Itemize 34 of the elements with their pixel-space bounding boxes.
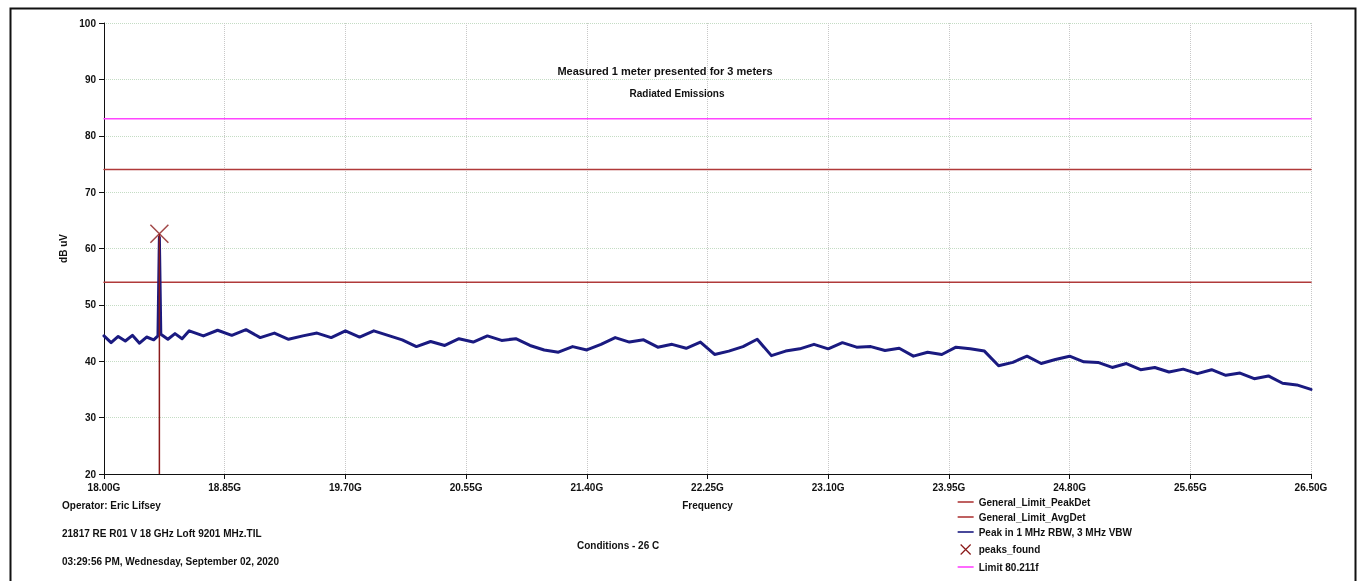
text: 21817 RE R01 V 18 GHz Loft 9201 MHz.TIL	[62, 527, 262, 539]
y-tick-label: 70	[84, 186, 97, 198]
legend-label: General_Limit_AvgDet	[978, 511, 1087, 523]
x-tick-label: 20.55G	[449, 481, 483, 493]
x-tick-label: 26.50G	[1294, 481, 1328, 493]
legend-label: Limit 80.211f	[978, 561, 1040, 573]
x-tick-label: 22.25G	[691, 481, 725, 493]
text: Measured 1 meter presented for 3 meters	[557, 64, 773, 77]
text: Radiated Emissions	[629, 87, 725, 99]
text: Conditions - 26 C	[577, 539, 660, 551]
text: Operator: Eric Lifsey	[62, 499, 162, 511]
y-tick-label: 50	[84, 299, 97, 311]
x-tick-label: 18.85G	[208, 481, 242, 493]
x-tick-label: 25.65G	[1173, 481, 1207, 493]
x-tick-label: 19.70G	[328, 481, 363, 493]
legend-label: General_Limit_PeakDet	[978, 496, 1092, 508]
x-tick-label: 21.40G	[570, 481, 604, 493]
x-tick-label: 23.95G	[932, 481, 966, 493]
y-tick-label: 40	[84, 355, 97, 367]
y-tick-label: 100	[79, 17, 97, 29]
x-tick-label: 24.80G	[1053, 481, 1087, 493]
y-axis-title: dB uV	[57, 233, 69, 263]
legend-label: peaks_found	[978, 544, 1041, 555]
text: 03:29:56 PM, Wednesday, September 02, 2020	[62, 555, 280, 567]
x-axis-title: Frequency	[682, 499, 734, 511]
line-series	[102, 235, 1313, 391]
y-tick-label: 90	[84, 73, 97, 85]
legend-label: Peak in 1 MHz RBW, 3 MHz VBW	[978, 526, 1133, 538]
y-tick-label: 20	[84, 468, 97, 480]
y-tick-label: 60	[84, 243, 97, 254]
y-tick-label: 80	[84, 130, 97, 142]
x-tick-label: 18.00G	[87, 481, 121, 493]
y-tick-label: 30	[84, 412, 97, 424]
x-tick-label: 23.10G	[811, 481, 845, 493]
